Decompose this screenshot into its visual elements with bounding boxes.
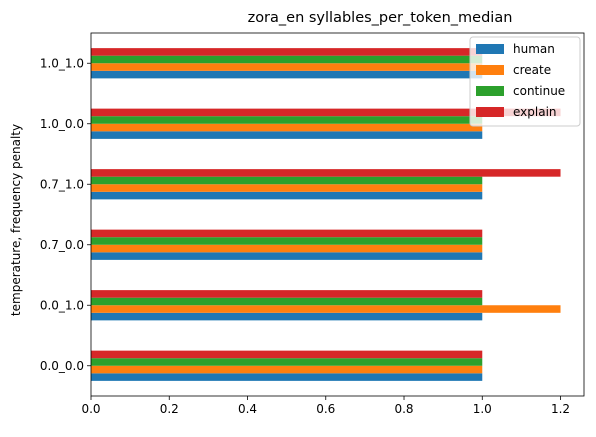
bars-layer (91, 48, 561, 381)
x-tick-label: 0.6 (316, 402, 335, 416)
bar-continue-1.0_0.0 (91, 116, 483, 124)
legend-label-continue: continue (513, 84, 565, 98)
y-tick-label: 0.7_0.0 (40, 238, 84, 252)
bar-explain-0.0_0.0 (91, 350, 483, 359)
legend-box (469, 36, 581, 127)
bar-explain-0.7_1.0 (91, 169, 561, 177)
legend-swatch-continue (476, 86, 504, 96)
x-tick-label: 0.4 (238, 402, 257, 416)
bar-human-0.0_0.0 (91, 373, 483, 381)
y-tick-label: 0.7_1.0 (40, 177, 84, 191)
bar-explain-0.7_0.0 (91, 229, 483, 238)
x-tick-label: 0.0 (81, 402, 100, 416)
bar-create-0.7_1.0 (91, 184, 483, 192)
bar-human-1.0_0.0 (91, 131, 483, 139)
y-tick-label: 0.0_0.0 (40, 359, 84, 373)
x-tick-label: 1.2 (551, 402, 570, 416)
y-axis-label: temperature, frequency penalty (9, 124, 23, 316)
legend-label-human: human (513, 42, 555, 56)
bar-continue-0.7_0.0 (91, 237, 483, 245)
bar-human-0.7_0.0 (91, 252, 483, 260)
axes-layer: 0.0_0.0 0.0_1.0 0.7_0.0 0.7_1.0 1.0_0.0 1.0_1… (40, 32, 585, 416)
legend-swatch-create (476, 65, 504, 75)
bar-create-0.0_0.0 (91, 365, 483, 374)
bar-continue-0.0_1.0 (91, 297, 483, 306)
y-tick-label: 0.0_1.0 (40, 298, 84, 312)
bar-continue-0.0_0.0 (91, 358, 483, 366)
bar-human-1.0_1.0 (91, 70, 483, 79)
x-tick-label: 1.0 (473, 402, 492, 416)
bar-create-1.0_1.0 (91, 63, 483, 71)
bar-explain-1.0_0.0 (91, 108, 561, 117)
y-tick-label: 1.0_0.0 (40, 117, 84, 131)
legend: human create continue explain (469, 36, 581, 127)
x-tick-label: 0.8 (394, 402, 413, 416)
legend-swatch-human (476, 44, 504, 54)
legend-swatch-explain (476, 107, 504, 117)
bar-create-0.0_1.0 (91, 305, 561, 313)
bar-create-1.0_0.0 (91, 123, 483, 132)
bar-human-0.7_1.0 (91, 191, 483, 200)
bar-continue-1.0_1.0 (91, 55, 483, 64)
bar-explain-1.0_1.0 (91, 48, 483, 56)
legend-label-create: create (513, 63, 551, 77)
y-tick-label: 1.0_1.0 (40, 56, 84, 70)
x-tick-label: 0.2 (160, 402, 179, 416)
bar-create-0.7_0.0 (91, 244, 483, 253)
legend-label-explain: explain (513, 105, 557, 119)
bar-continue-0.7_1.0 (91, 176, 483, 185)
bar-human-0.0_1.0 (91, 312, 483, 321)
plot-frame (90, 32, 585, 397)
bar-explain-0.0_1.0 (91, 290, 483, 298)
chart-title: zora_en syllables_per_token_median (248, 10, 513, 26)
